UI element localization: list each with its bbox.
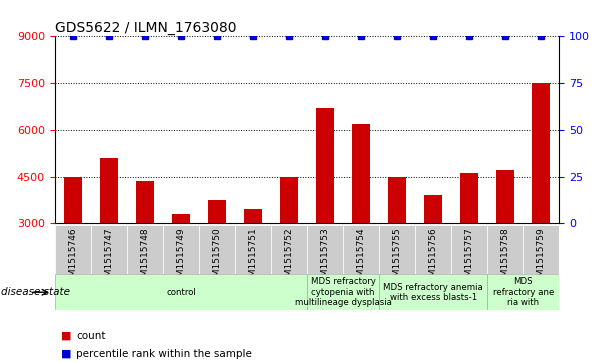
Bar xyxy=(316,108,334,223)
Bar xyxy=(487,225,523,274)
Text: GSM1515758: GSM1515758 xyxy=(501,228,510,288)
Bar xyxy=(271,225,307,274)
Bar xyxy=(136,181,154,223)
Text: GSM1515750: GSM1515750 xyxy=(212,228,221,288)
Bar xyxy=(127,225,163,274)
Bar xyxy=(379,225,415,274)
Text: GSM1515752: GSM1515752 xyxy=(285,228,294,288)
Bar xyxy=(352,123,370,223)
Text: GSM1515759: GSM1515759 xyxy=(537,228,546,288)
Text: MDS refractory anemia
with excess blasts-1: MDS refractory anemia with excess blasts… xyxy=(383,282,483,302)
Bar xyxy=(100,158,118,223)
Bar xyxy=(172,214,190,223)
Text: GSM1515754: GSM1515754 xyxy=(357,228,365,288)
Bar xyxy=(64,176,81,223)
Text: control: control xyxy=(166,288,196,297)
Text: disease state: disease state xyxy=(1,287,70,297)
Bar xyxy=(523,225,559,274)
Text: GSM1515756: GSM1515756 xyxy=(429,228,438,288)
Bar xyxy=(415,225,451,274)
Text: GSM1515749: GSM1515749 xyxy=(176,228,185,288)
Bar xyxy=(424,195,442,223)
Text: GSM1515748: GSM1515748 xyxy=(140,228,150,288)
Bar xyxy=(487,274,559,310)
Text: ■: ■ xyxy=(61,349,71,359)
Bar xyxy=(533,83,550,223)
Bar xyxy=(496,170,514,223)
Bar xyxy=(307,225,343,274)
Text: count: count xyxy=(76,331,106,341)
Text: GSM1515757: GSM1515757 xyxy=(465,228,474,288)
Bar xyxy=(163,225,199,274)
Text: MDS
refractory ane
ria with: MDS refractory ane ria with xyxy=(492,277,554,307)
Text: percentile rank within the sample: percentile rank within the sample xyxy=(76,349,252,359)
Bar xyxy=(244,209,262,223)
Text: GDS5622 / ILMN_1763080: GDS5622 / ILMN_1763080 xyxy=(55,21,237,35)
Text: GSM1515755: GSM1515755 xyxy=(393,228,402,288)
Bar xyxy=(460,174,478,223)
Bar xyxy=(55,274,307,310)
Bar xyxy=(208,200,226,223)
Bar xyxy=(388,176,406,223)
Text: GSM1515746: GSM1515746 xyxy=(68,228,77,288)
Bar xyxy=(55,225,91,274)
Text: GSM1515747: GSM1515747 xyxy=(105,228,113,288)
Text: GSM1515753: GSM1515753 xyxy=(320,228,330,288)
Bar xyxy=(280,176,298,223)
Bar xyxy=(343,225,379,274)
Bar xyxy=(235,225,271,274)
Bar xyxy=(451,225,487,274)
Bar xyxy=(379,274,487,310)
Text: MDS refractory
cytopenia with
multilineage dysplasia: MDS refractory cytopenia with multilinea… xyxy=(295,277,392,307)
Bar xyxy=(91,225,127,274)
Bar xyxy=(199,225,235,274)
Text: GSM1515751: GSM1515751 xyxy=(249,228,257,288)
Text: ■: ■ xyxy=(61,331,71,341)
Bar xyxy=(307,274,379,310)
